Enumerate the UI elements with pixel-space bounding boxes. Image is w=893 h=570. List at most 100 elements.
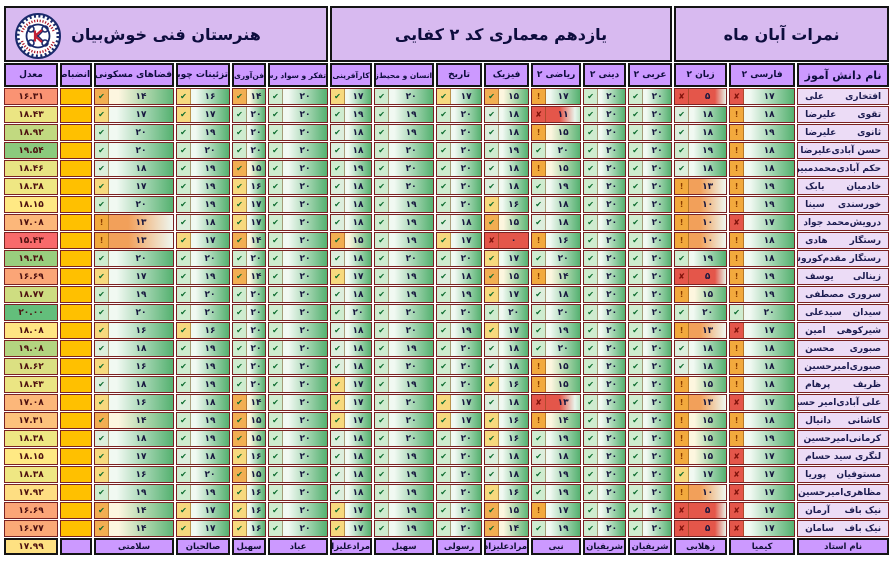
grade-cell-fazaha[interactable]: ✔ ۱۸: [94, 430, 175, 447]
grade-cell-farsi[interactable]: ✘ ۱۷: [729, 214, 796, 231]
gpa-cell[interactable]: ۱۸.۱۵: [4, 448, 59, 465]
grade-cell-tafakor[interactable]: ✔ ۲۰: [268, 286, 329, 303]
student-name-cell[interactable]: زینالی یوسف: [797, 268, 890, 285]
discipline-cell[interactable]: [60, 466, 93, 483]
grade-cell-farsi[interactable]: ! ۱۹: [729, 430, 796, 447]
grade-cell-tarikh[interactable]: ✔ ۲۰: [436, 250, 483, 267]
column-header-tazinat[interactable]: تزئینات چوبی: [176, 63, 231, 87]
grade-cell-dini[interactable]: ✔ ۲۰: [583, 520, 627, 537]
student-name-cell[interactable]: حکم آبادیمحمدمبین: [797, 160, 890, 177]
grade-cell-tarikh[interactable]: ✔ ۱۸: [436, 214, 483, 231]
month-title-cell[interactable]: نمرات آبان ماه: [674, 6, 890, 62]
grade-cell-tazinat[interactable]: ✔ ۲۰: [176, 286, 231, 303]
grade-cell-arabi[interactable]: ✔ ۲۰: [628, 430, 673, 447]
grade-cell-dini[interactable]: ✔ ۲۰: [583, 214, 627, 231]
grade-cell-arabi[interactable]: ✔ ۲۰: [628, 160, 673, 177]
gpa-cell[interactable]: ۱۸.۰۸: [4, 322, 59, 339]
grade-cell-tarikh[interactable]: ✔ ۱۷: [436, 232, 483, 249]
grade-cell-fizik[interactable]: ✔ ۱۶: [484, 196, 530, 213]
grade-cell-fizik[interactable]: ✔ ۱۸: [484, 106, 530, 123]
gpa-cell[interactable]: ۱۸.۱۵: [4, 196, 59, 213]
gpa-cell[interactable]: ۱۸.۴۶: [4, 160, 59, 177]
grade-cell-tarikh[interactable]: ✔ ۲۰: [436, 124, 483, 141]
grade-cell-fanavari[interactable]: ✔ ۱۴: [232, 88, 267, 105]
grade-cell-zaban[interactable]: ! ۱۵: [674, 448, 728, 465]
grade-cell-tazinat[interactable]: ✔ ۲۰: [176, 142, 231, 159]
grade-cell-fizik[interactable]: ✔ ۱۵: [484, 502, 530, 519]
grade-cell-ensan[interactable]: ✔ ۲۰: [374, 322, 435, 339]
discipline-cell[interactable]: [60, 88, 93, 105]
grade-cell-karafarini[interactable]: ✔ ۱۸: [330, 214, 373, 231]
grade-cell-tarikh[interactable]: ✔ ۱۹: [436, 322, 483, 339]
grade-cell-zaban[interactable]: ✔ ۱۸: [674, 124, 728, 141]
grade-cell-dini[interactable]: ✔ ۲۰: [583, 160, 627, 177]
grade-cell-riazi[interactable]: ✔ ۱۸: [531, 196, 582, 213]
grade-cell-tarikh[interactable]: ✔ ۲۰: [436, 484, 483, 501]
grade-cell-tafakor[interactable]: ✔ ۲۰: [268, 322, 329, 339]
grade-cell-farsi[interactable]: ! ۱۸: [729, 376, 796, 393]
grade-cell-zaban[interactable]: ✔ ۲۰: [674, 304, 728, 321]
grade-cell-dini[interactable]: ✔ ۲۰: [583, 142, 627, 159]
discipline-cell[interactable]: [60, 214, 93, 231]
grade-cell-karafarini[interactable]: ✔ ۱۹: [330, 106, 373, 123]
grade-cell-fazaha[interactable]: ✔ ۲۰: [94, 196, 175, 213]
grade-cell-dini[interactable]: ✔ ۲۰: [583, 340, 627, 357]
grade-cell-fizik[interactable]: ✔ ۱۶: [484, 430, 530, 447]
teacher-name-tarikh[interactable]: رسولی: [436, 538, 483, 555]
grade-cell-karafarini[interactable]: ✔ ۱۷: [330, 412, 373, 429]
grade-cell-karafarini[interactable]: ✔ ۱۷: [330, 394, 373, 411]
grade-cell-tazinat[interactable]: ✔ ۱۹: [176, 178, 231, 195]
discipline-cell[interactable]: [60, 340, 93, 357]
teacher-name-dini[interactable]: شریفیان: [583, 538, 627, 555]
grade-cell-tafakor[interactable]: ✔ ۲۰: [268, 394, 329, 411]
grade-cell-ensan[interactable]: ✔ ۲۰: [374, 412, 435, 429]
discipline-cell[interactable]: [60, 448, 93, 465]
grade-cell-zaban[interactable]: ✘ ۵: [674, 520, 728, 537]
student-name-cell[interactable]: نیک باف آرمان: [797, 502, 890, 519]
grade-cell-farsi[interactable]: ! ۱۸: [729, 340, 796, 357]
grade-cell-karafarini[interactable]: ✔ ۱۸: [330, 178, 373, 195]
column-header-tafakor[interactable]: تفکر و سواد رسانه: [268, 63, 329, 87]
column-header-enzebat[interactable]: انضباط: [60, 63, 93, 87]
grade-cell-arabi[interactable]: ✔ ۲۰: [628, 340, 673, 357]
gpa-cell[interactable]: ۱۷.۰۸: [4, 394, 59, 411]
grade-cell-fazaha[interactable]: ✔ ۱۴: [94, 412, 175, 429]
grade-cell-tazinat[interactable]: ✔ ۱۹: [176, 160, 231, 177]
grade-cell-arabi[interactable]: ✔ ۲۰: [628, 250, 673, 267]
grade-cell-arabi[interactable]: ✔ ۲۰: [628, 520, 673, 537]
grade-cell-ensan[interactable]: ✔ ۲۰: [374, 304, 435, 321]
discipline-cell[interactable]: [60, 430, 93, 447]
grade-cell-karafarini[interactable]: ✔ ۲۰: [330, 304, 373, 321]
discipline-cell[interactable]: [60, 322, 93, 339]
grade-cell-zaban[interactable]: ✔ ۱۹: [674, 142, 728, 159]
grade-cell-farsi[interactable]: ! ۱۹: [729, 124, 796, 141]
grade-cell-fazaha[interactable]: ✔ ۱۷: [94, 448, 175, 465]
grade-cell-dini[interactable]: ✔ ۲۰: [583, 286, 627, 303]
grade-cell-tafakor[interactable]: ✔ ۲۰: [268, 430, 329, 447]
grade-cell-fizik[interactable]: ✔ ۱۵: [484, 268, 530, 285]
grade-cell-farsi[interactable]: ! ۱۸: [729, 358, 796, 375]
gpa-cell[interactable]: ۱۸.۴۳: [4, 376, 59, 393]
grade-cell-tazinat[interactable]: ✔ ۲۰: [176, 250, 231, 267]
grade-cell-fanavari[interactable]: ✔ ۲۰: [232, 124, 267, 141]
student-name-cell[interactable]: کرمانی امیرحسین: [797, 430, 890, 447]
grade-cell-fazaha[interactable]: ✔ ۱۶: [94, 394, 175, 411]
discipline-cell[interactable]: [60, 484, 93, 501]
gpa-cell[interactable]: ۱۶.۳۱: [4, 88, 59, 105]
grade-cell-karafarini[interactable]: ✔ ۱۸: [330, 448, 373, 465]
grade-cell-fanavari[interactable]: ✔ ۱۵: [232, 430, 267, 447]
grade-cell-riazi[interactable]: ✔ ۱۹: [531, 466, 582, 483]
teacher-name-karafarini[interactable]: مرادعلیزاده: [330, 538, 373, 555]
grade-cell-fanavari[interactable]: ✔ ۱۶: [232, 178, 267, 195]
grade-cell-tafakor[interactable]: ✔ ۲۰: [268, 448, 329, 465]
grade-cell-farsi[interactable]: ✘ ۱۷: [729, 520, 796, 537]
grade-cell-farsi[interactable]: ✘ ۱۷: [729, 484, 796, 501]
grade-cell-dini[interactable]: ✔ ۲۰: [583, 124, 627, 141]
grade-cell-tarikh[interactable]: ✔ ۲۰: [436, 358, 483, 375]
student-name-cell[interactable]: مستوفیان پوریا: [797, 466, 890, 483]
grade-cell-ensan[interactable]: ✔ ۱۹: [374, 268, 435, 285]
grade-cell-tarikh[interactable]: ✔ ۲۰: [436, 430, 483, 447]
grade-cell-tafakor[interactable]: ✔ ۲۰: [268, 232, 329, 249]
grade-cell-arabi[interactable]: ✔ ۲۰: [628, 214, 673, 231]
grade-cell-zaban[interactable]: ! ۱۳: [674, 322, 728, 339]
